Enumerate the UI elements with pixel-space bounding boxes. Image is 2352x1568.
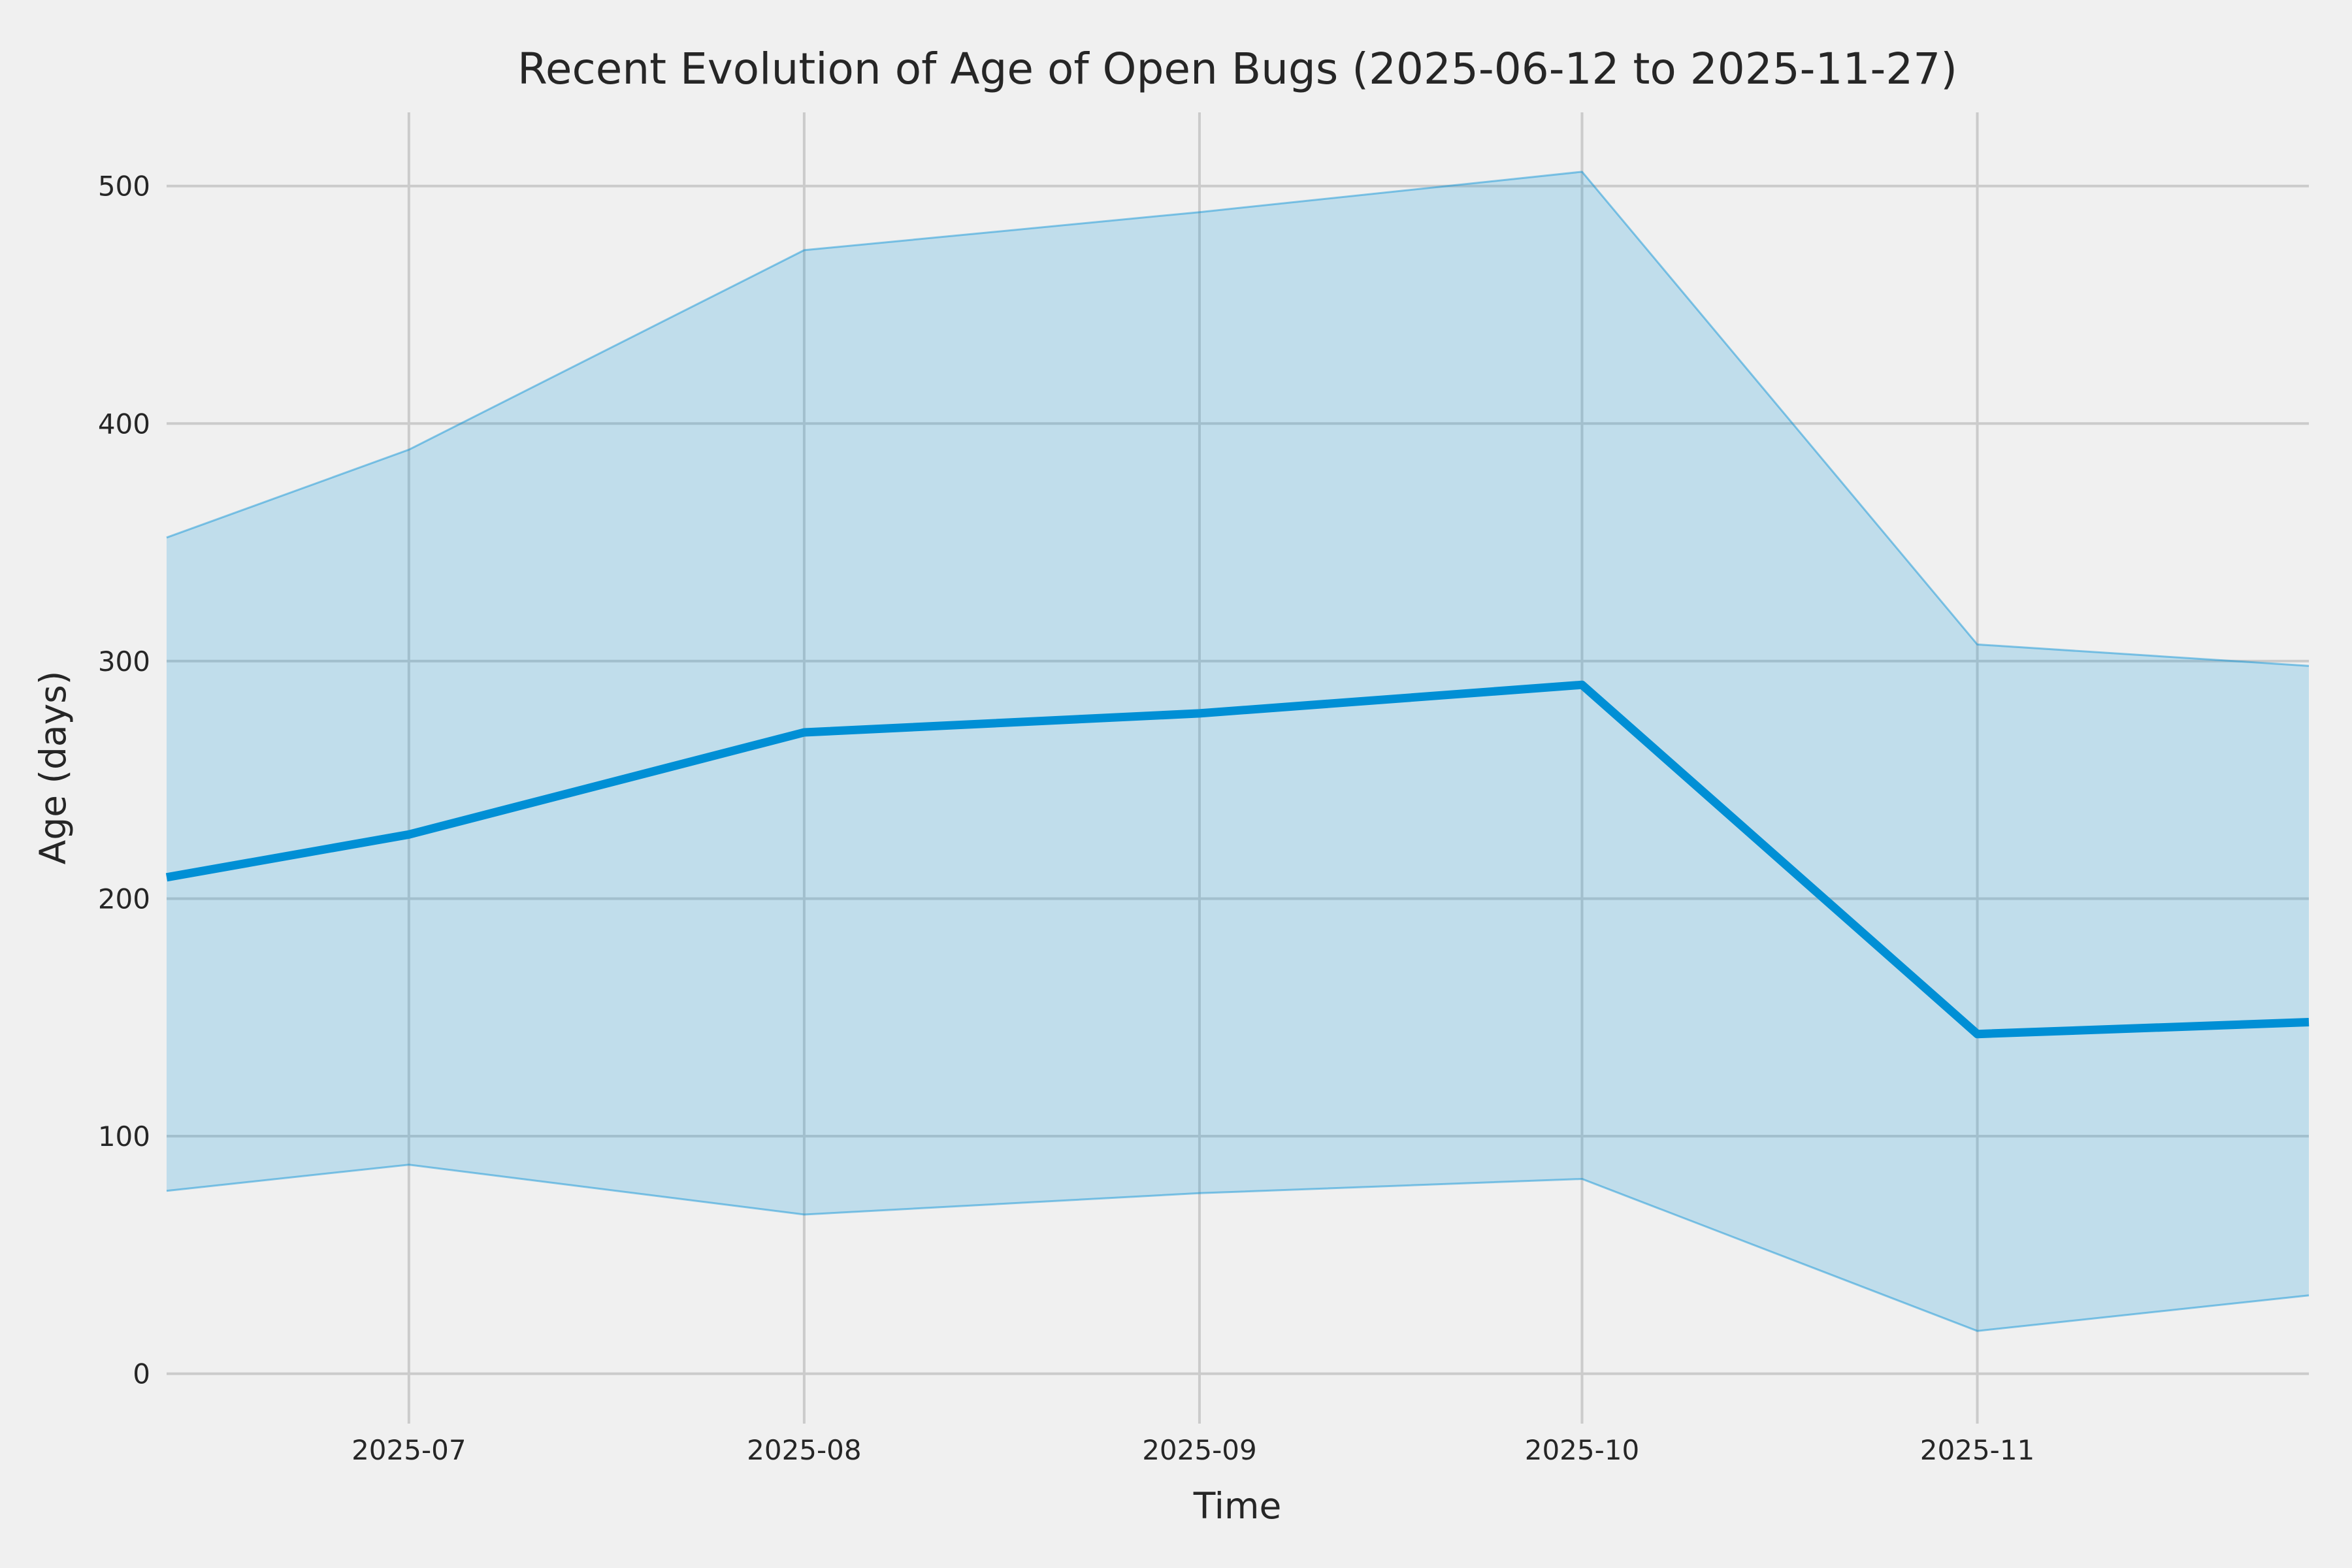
age-range-band-fill	[167, 171, 2309, 1331]
chart-title: Recent Evolution of Age of Open Bugs (20…	[517, 44, 1957, 94]
x-tick-label: 2025-11	[1920, 1434, 2035, 1466]
age-range-band-upper-edge	[166, 171, 2310, 667]
y-tick-label: 0	[133, 1358, 150, 1390]
median-age-line-path	[165, 680, 2310, 1039]
y-tick-label: 200	[98, 883, 150, 915]
age-range-band-lower-edge	[166, 1164, 2310, 1332]
y-tick-label: 100	[98, 1120, 150, 1152]
y-tick-label: 300	[98, 645, 150, 678]
x-tick-label: 2025-09	[1142, 1434, 1257, 1466]
grid-lines	[167, 112, 2309, 1424]
y-tick-label: 400	[98, 408, 150, 440]
x-tick-label: 2025-08	[747, 1434, 862, 1466]
x-tick-label: 2025-10	[1525, 1434, 1640, 1466]
median-age-line	[165, 680, 2310, 1039]
tick-labels: 2025-07 2025-08 2025-09 2025-10 2025-11 0 100 2…	[98, 171, 2034, 1466]
y-tick-label: 500	[98, 171, 150, 203]
age-range-band	[166, 171, 2310, 1332]
x-tick-label: 2025-07	[351, 1434, 466, 1466]
y-axis-label: Age (days)	[32, 671, 74, 865]
x-axis-label: Time	[1193, 1485, 1282, 1527]
